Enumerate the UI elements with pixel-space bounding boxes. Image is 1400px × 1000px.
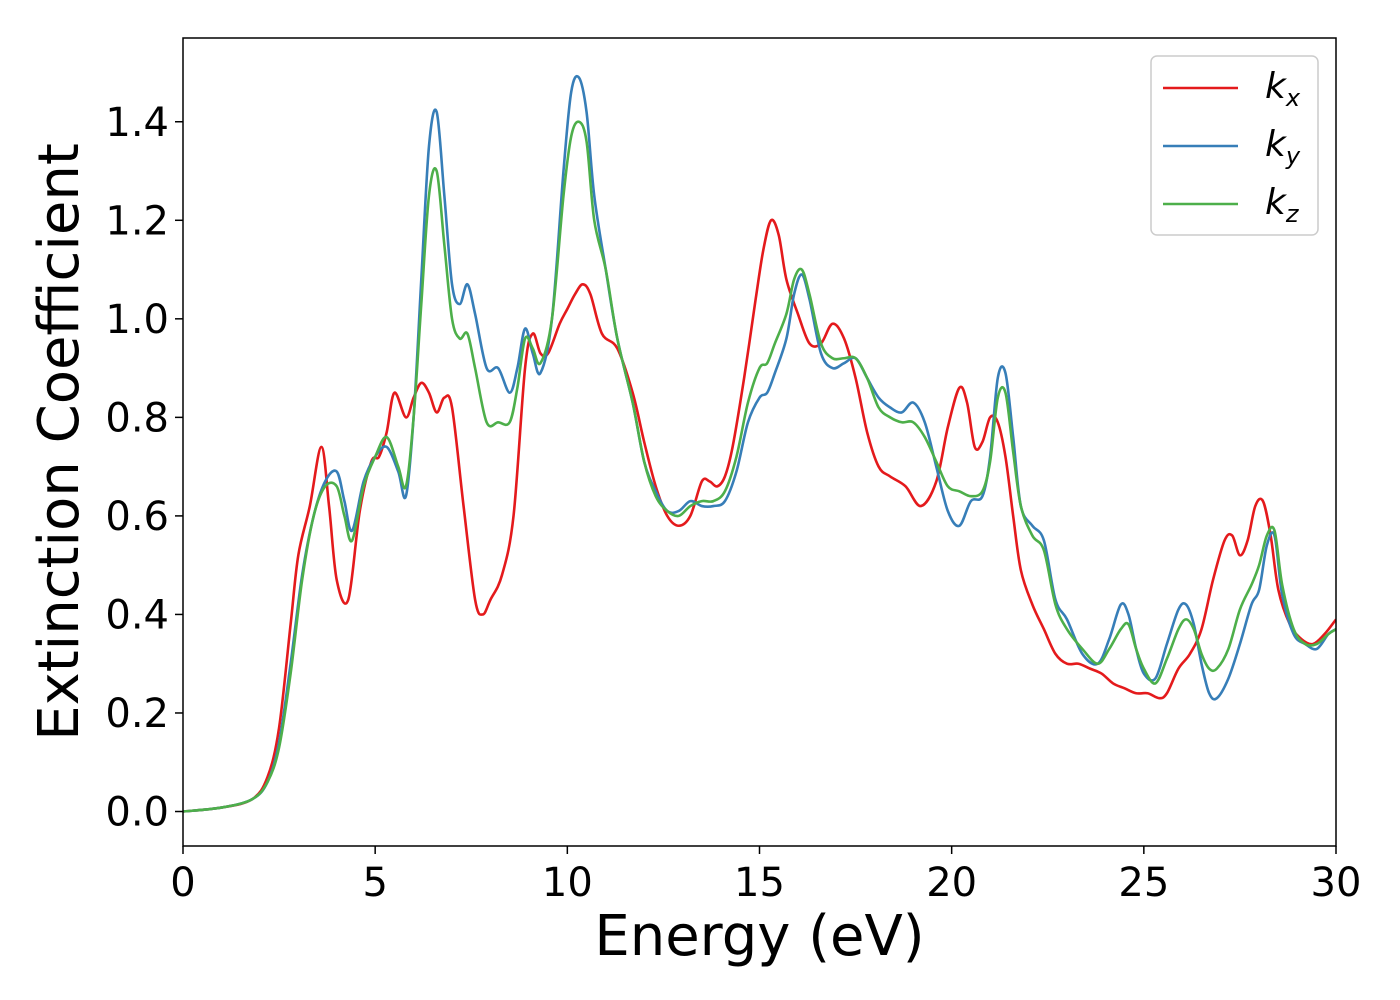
x-tick-label: 5 bbox=[362, 860, 387, 906]
x-tick-label: 25 bbox=[1118, 860, 1169, 906]
legend-label-x: kx bbox=[1265, 66, 1301, 112]
y-tick-label: 0.8 bbox=[105, 395, 169, 441]
series-layer bbox=[183, 74, 1336, 813]
y-axis: 0.0 0.2 0.4 0.6 0.8 1.0 1.2 1.4 bbox=[105, 100, 183, 836]
series-line-x bbox=[183, 218, 1336, 813]
series-line-y bbox=[183, 74, 1336, 813]
y-tick-label: 1.2 bbox=[105, 198, 169, 244]
x-tick-label: 20 bbox=[926, 860, 977, 906]
y-tick-label: 1.4 bbox=[105, 100, 169, 146]
y-tick-label: 0.0 bbox=[105, 790, 169, 836]
x-tick-label: 10 bbox=[542, 860, 593, 906]
legend-label-y: ky bbox=[1265, 124, 1301, 170]
y-tick-label: 0.6 bbox=[105, 494, 169, 540]
x-axis: 0 5 10 15 20 25 30 bbox=[170, 846, 1361, 906]
legend-label-z: kz bbox=[1265, 182, 1300, 228]
y-tick-label: 0.4 bbox=[105, 592, 169, 638]
x-axis-label: Energy (eV) bbox=[594, 904, 924, 969]
y-tick-label: 0.2 bbox=[105, 691, 169, 737]
x-tick-label: 0 bbox=[170, 860, 195, 906]
x-tick-label: 30 bbox=[1311, 860, 1362, 906]
y-tick-label: 1.0 bbox=[105, 297, 169, 343]
legend: kx ky kz bbox=[1150, 55, 1319, 236]
x-tick-label: 15 bbox=[734, 860, 785, 906]
series-line-z bbox=[183, 120, 1336, 813]
y-axis-label: Extinction Coefficient bbox=[27, 143, 92, 741]
